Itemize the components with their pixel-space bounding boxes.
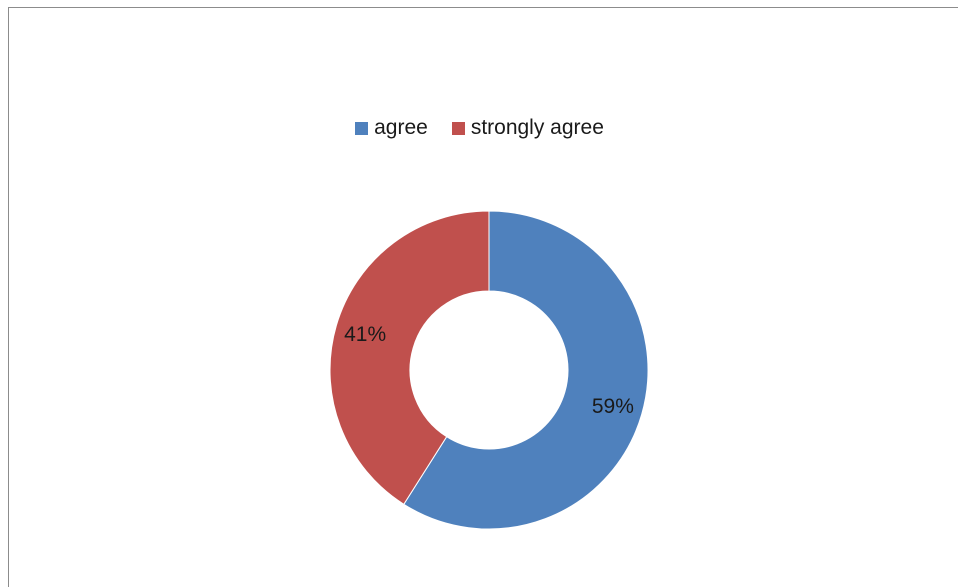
legend-item-strongly-agree: strongly agree [451,116,604,140]
legend: agree strongly agree [0,116,959,140]
legend-swatch-strongly-agree [451,121,465,135]
legend-swatch-agree [355,121,369,135]
legend-label-agree: agree [374,116,428,139]
data-label-agree: 59% [592,395,634,418]
legend-item-agree: agree [355,116,428,140]
slice-strongly-agree [329,210,490,505]
data-label-strongly-agree: 41% [344,323,386,346]
legend-label-strongly-agree: strongly agree [470,116,604,139]
slice-agree [403,210,649,530]
